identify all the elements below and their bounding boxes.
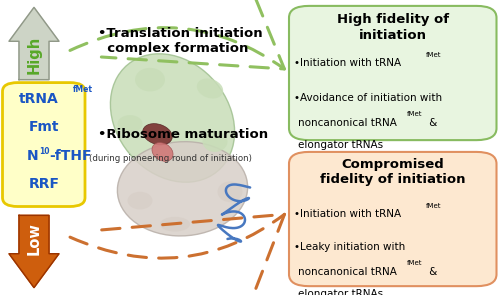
Ellipse shape (160, 217, 190, 232)
Text: Fmt: Fmt (28, 120, 59, 135)
Text: Compromised
fidelity of initiation: Compromised fidelity of initiation (320, 158, 466, 186)
Text: •Leaky initiation with: •Leaky initiation with (294, 242, 405, 252)
Polygon shape (9, 7, 59, 80)
Text: elongator tRNAs: elongator tRNAs (298, 289, 383, 295)
Ellipse shape (202, 131, 228, 152)
Ellipse shape (142, 124, 172, 145)
Text: •Initiation with tRNA: •Initiation with tRNA (294, 58, 401, 68)
Ellipse shape (135, 68, 165, 91)
Text: •Initiation with tRNA: •Initiation with tRNA (294, 209, 401, 219)
FancyBboxPatch shape (289, 152, 496, 286)
Text: fMet: fMet (407, 260, 422, 266)
Text: fMet: fMet (426, 203, 441, 209)
Text: tRNA: tRNA (19, 92, 59, 106)
Ellipse shape (197, 78, 223, 99)
Text: fMet: fMet (73, 86, 93, 94)
Text: RRF: RRF (28, 177, 60, 191)
FancyArrowPatch shape (70, 214, 284, 295)
Text: noncanonical tRNA: noncanonical tRNA (298, 267, 397, 277)
Text: fMet: fMet (407, 111, 422, 117)
Text: elongator tRNAs: elongator tRNAs (298, 140, 383, 150)
Text: High fidelity of
initiation: High fidelity of initiation (336, 13, 449, 42)
Ellipse shape (152, 142, 173, 161)
FancyBboxPatch shape (289, 6, 496, 140)
Text: fMet: fMet (426, 52, 441, 58)
Ellipse shape (118, 115, 142, 133)
Ellipse shape (128, 192, 152, 209)
Polygon shape (9, 215, 59, 288)
FancyBboxPatch shape (2, 83, 85, 206)
Ellipse shape (110, 54, 234, 182)
Text: Low: Low (26, 222, 42, 255)
Ellipse shape (218, 181, 242, 202)
Text: N: N (27, 149, 39, 163)
Text: noncanonical tRNA: noncanonical tRNA (298, 118, 397, 128)
FancyArrowPatch shape (70, 0, 284, 69)
Ellipse shape (118, 142, 248, 236)
Text: •Ribosome maturation: •Ribosome maturation (98, 128, 268, 141)
Text: &: & (426, 118, 437, 128)
Text: •Avoidance of initiation with: •Avoidance of initiation with (294, 93, 442, 103)
Text: •Translation initiation
  complex formation: •Translation initiation complex formatio… (98, 27, 262, 55)
Text: (during pioneering round of initiation): (during pioneering round of initiation) (89, 154, 252, 163)
Text: High: High (26, 35, 42, 74)
Text: -fTHF: -fTHF (49, 149, 91, 163)
Text: &: & (426, 267, 437, 277)
Text: 10: 10 (39, 147, 50, 155)
